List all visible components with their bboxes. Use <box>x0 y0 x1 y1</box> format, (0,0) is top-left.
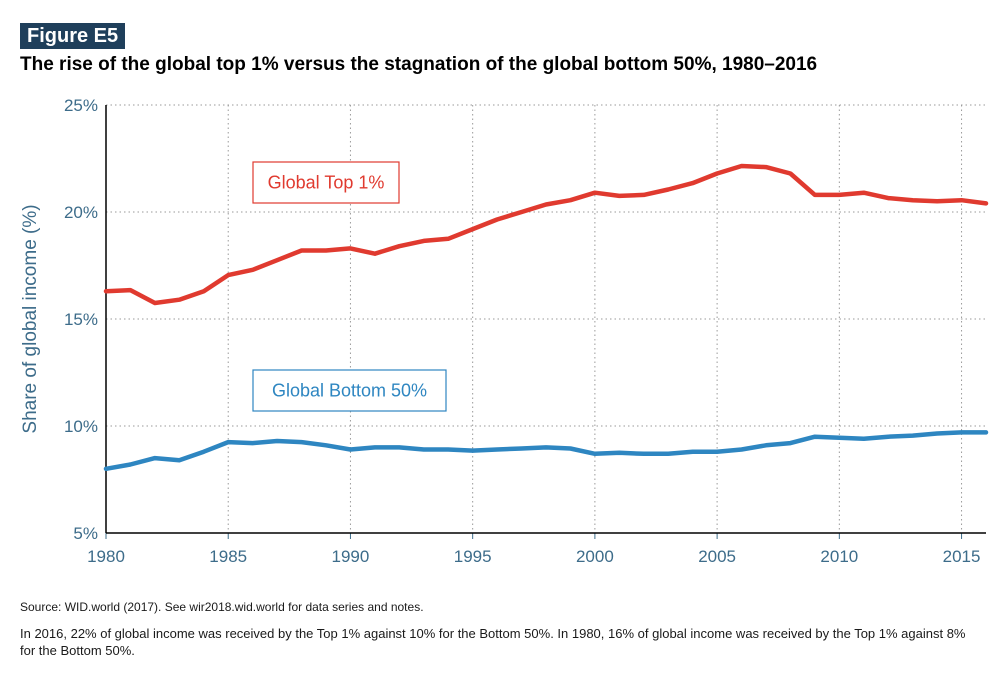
chart-title: The rise of the global top 1% versus the… <box>20 54 818 75</box>
axes <box>105 105 986 539</box>
y-tick-label: 20% <box>64 203 98 222</box>
line-chart: 5% 10% 15% 20% 25% 1980 1985 1990 1995 2000 2005 20… <box>20 96 989 566</box>
grid-lines <box>106 104 986 533</box>
x-tick-label: 2010 <box>820 547 858 566</box>
x-tick-label: 2000 <box>576 547 614 566</box>
caption-note: In 2016, 22% of global income was receiv… <box>20 626 966 658</box>
legend-bottom-50: Global Bottom 50% <box>252 369 447 412</box>
x-tick-label: 1990 <box>332 547 370 566</box>
y-axis-title: Share of global income (%) <box>20 204 41 433</box>
source-note: Source: WID.world (2017). See wir2018.wi… <box>20 600 424 614</box>
y-tick-label: 15% <box>64 310 98 329</box>
legend-box <box>252 369 447 412</box>
legend-label: Global Top 1% <box>268 173 385 193</box>
x-tick-label: 2015 <box>943 547 981 566</box>
x-tick-label: 1980 <box>87 547 125 566</box>
x-tick-label: 1985 <box>209 547 247 566</box>
y-tick-label: 10% <box>64 417 98 436</box>
y-tick-label: 5% <box>73 524 98 543</box>
x-tick-label: 1995 <box>454 547 492 566</box>
series-line-top-1 <box>103 163 989 306</box>
y-tick-label: 25% <box>64 96 98 115</box>
series-line-bottom-50 <box>103 430 989 472</box>
series-labels: Global Top 1% Global Bottom 50% <box>252 161 447 412</box>
tick-labels: 5% 10% 15% 20% 25% 1980 1985 1990 1995 2000 2005 20… <box>64 96 981 566</box>
figure-label: Figure E5 <box>20 23 126 49</box>
legend-box <box>252 161 400 204</box>
legend-top-1: Global Top 1% <box>252 161 400 204</box>
series-lines <box>103 163 989 472</box>
x-tick-label: 2005 <box>698 547 736 566</box>
legend-label: Global Bottom 50% <box>272 381 427 401</box>
